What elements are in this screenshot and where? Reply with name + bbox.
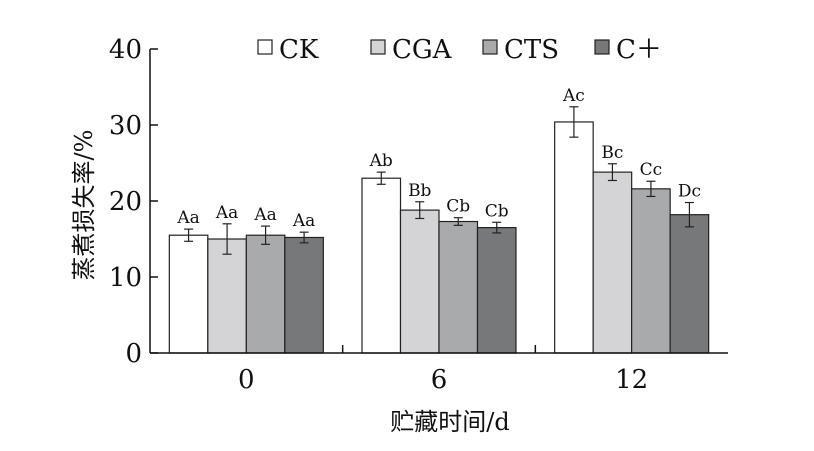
significance-label: Cc xyxy=(640,160,663,180)
bar-c-12 xyxy=(669,214,710,354)
bar-cga-6 xyxy=(399,209,440,354)
significance-label: Aa xyxy=(292,211,315,231)
significance-label: Ac xyxy=(562,86,585,106)
legend-label: C＋ xyxy=(616,35,662,65)
chart-legend: CK CGA CTS C＋ xyxy=(257,35,662,65)
significance-label: Aa xyxy=(253,205,276,225)
y-axis-ticks: 0 10 20 30 40 xyxy=(109,35,158,369)
legend-swatch xyxy=(370,39,386,55)
legend-swatch xyxy=(257,39,273,55)
significance-label: Ab xyxy=(369,151,393,171)
bar-cts-12 xyxy=(631,188,671,354)
significance-label: Bb xyxy=(408,181,431,201)
legend-label: CK xyxy=(279,35,319,65)
y-tick-label: 10 xyxy=(109,263,142,293)
y-axis-title: 蒸煮损失率/% xyxy=(70,130,98,281)
legend-swatch xyxy=(594,39,610,55)
significance-label: Cb xyxy=(446,197,470,217)
significance-label: Aa xyxy=(176,208,199,228)
y-tick-label: 0 xyxy=(125,339,142,369)
y-tick-label: 20 xyxy=(109,187,142,217)
bar-c-6 xyxy=(476,227,517,354)
bar-ck-12 xyxy=(554,121,594,354)
legend-label: CTS xyxy=(504,35,559,65)
bar-cga-0 xyxy=(207,238,247,354)
legend-label: CGA xyxy=(392,35,453,65)
x-tick-label: 12 xyxy=(615,365,648,395)
x-tick-label: 6 xyxy=(431,365,448,395)
significance-label: Bc xyxy=(601,143,623,163)
y-tick-label: 40 xyxy=(109,35,142,65)
bar-c-0 xyxy=(284,236,324,354)
bar-cga-12 xyxy=(592,171,633,354)
bar-cts-6 xyxy=(438,220,479,354)
bar-cts-0 xyxy=(245,234,286,354)
bar-ck-0 xyxy=(168,234,209,354)
significance-label: Dc xyxy=(678,182,701,202)
legend-swatch xyxy=(482,39,498,55)
bar-groups: Aa Aa Aa Aa Ab Bb Cb Cb Ac Bc Cc Dc xyxy=(168,86,710,354)
significance-label: Aa xyxy=(215,203,238,223)
x-tick-label: 0 xyxy=(238,365,255,395)
x-axis-ticks: 0 6 12 xyxy=(238,345,648,395)
y-tick-label: 30 xyxy=(109,111,142,141)
bar-ck-6 xyxy=(361,177,402,354)
significance-label: Cb xyxy=(485,201,509,221)
x-axis-title: 贮藏时间/d xyxy=(390,408,509,436)
